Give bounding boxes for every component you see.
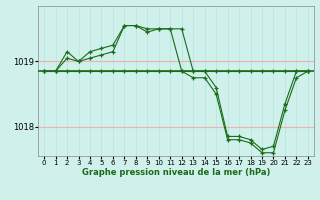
X-axis label: Graphe pression niveau de la mer (hPa): Graphe pression niveau de la mer (hPa): [82, 168, 270, 177]
